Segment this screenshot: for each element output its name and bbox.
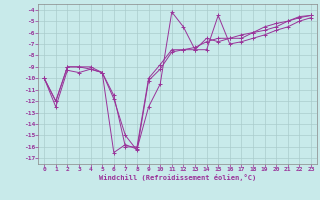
X-axis label: Windchill (Refroidissement éolien,°C): Windchill (Refroidissement éolien,°C) [99,174,256,181]
